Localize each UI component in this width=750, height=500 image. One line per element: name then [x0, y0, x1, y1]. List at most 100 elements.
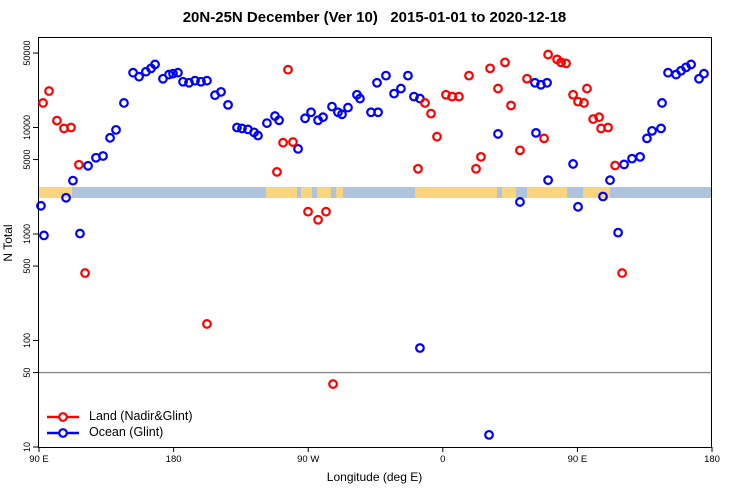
data-point-ocean	[105, 132, 115, 143]
data-point-land	[610, 160, 621, 171]
x-tick-label: 90 W	[297, 454, 319, 465]
data-point-ocean	[39, 230, 49, 241]
data-point-land	[515, 145, 525, 156]
map-band-land	[502, 187, 517, 198]
data-point-land	[44, 86, 54, 96]
data-point-land	[278, 137, 288, 148]
data-point-land	[579, 98, 589, 108]
data-point-ocean	[484, 429, 494, 440]
map-band-land	[336, 187, 344, 198]
data-point-ocean	[253, 130, 263, 141]
data-point-land	[426, 108, 436, 119]
data-point-land	[66, 122, 76, 133]
data-point-ocean	[202, 75, 212, 86]
map-band-land	[39, 187, 73, 198]
data-point-land	[272, 166, 282, 177]
data-point-ocean	[75, 228, 85, 239]
data-point-land	[328, 379, 338, 389]
data-point-ocean	[415, 343, 425, 353]
data-point-ocean	[373, 107, 383, 118]
data-point-ocean	[396, 83, 406, 94]
y-tick-label: 100	[22, 333, 32, 348]
data-point-ocean	[635, 151, 645, 162]
data-point-ocean	[293, 143, 303, 154]
data-point-ocean	[173, 67, 183, 78]
plot-border	[38, 37, 712, 448]
ocean-marker-icon	[47, 427, 79, 438]
data-point-ocean	[134, 71, 144, 82]
legend: Land (Nadir&Glint) Ocean (Glint)	[46, 409, 193, 440]
data-point-ocean	[164, 69, 174, 80]
legend-label-land: Land (Nadir&Glint)	[89, 409, 193, 423]
y-tick-label: 10	[22, 442, 32, 452]
data-point-ocean	[613, 227, 623, 238]
data-point-ocean	[627, 153, 637, 164]
data-point-land	[288, 137, 298, 147]
data-point-ocean	[327, 101, 337, 112]
data-point-ocean	[657, 98, 667, 108]
x-tick-label: 180	[166, 454, 182, 465]
y-axis-title: N Total	[1, 224, 15, 262]
data-point-land	[476, 151, 486, 162]
data-point-land	[321, 206, 331, 217]
data-point-ocean	[337, 109, 347, 120]
data-point-ocean	[83, 160, 93, 171]
data-point-ocean	[403, 70, 413, 81]
map-band-ocean	[39, 187, 713, 198]
data-point-land	[303, 206, 313, 217]
data-point-land	[80, 268, 90, 278]
data-point-ocean	[647, 125, 657, 136]
map-band-land	[414, 187, 498, 198]
data-point-ocean	[389, 88, 399, 99]
chart-title: 20N-25N December (Ver 10) 2015-01-01 to …	[182, 9, 567, 26]
data-point-land	[420, 98, 430, 108]
map-band-land	[266, 187, 297, 198]
data-point-ocean	[694, 73, 704, 84]
data-point-land	[493, 83, 503, 94]
data-point-ocean	[61, 192, 71, 203]
data-point-ocean	[36, 200, 46, 211]
land-marker-icon	[47, 411, 79, 422]
data-point-land	[573, 96, 583, 107]
data-point-land	[471, 163, 481, 174]
data-point-land	[52, 115, 62, 126]
data-point-ocean	[343, 102, 353, 113]
y-tick-label: 500	[22, 259, 32, 274]
y-tick-label: 10000	[22, 115, 32, 140]
data-point-land	[283, 64, 293, 75]
data-point-ocean	[573, 201, 583, 212]
data-point-land	[539, 133, 549, 144]
data-point-ocean	[111, 124, 121, 135]
data-point-ocean	[318, 112, 328, 123]
x-tick-label: 180	[704, 454, 720, 465]
data-point-ocean	[232, 122, 242, 133]
map-band-land	[317, 187, 331, 198]
data-point-ocean	[531, 127, 541, 138]
map-band-land	[583, 187, 611, 198]
data-point-land	[454, 91, 464, 102]
data-point-land	[582, 83, 592, 94]
x-tick-label: 90 E	[29, 454, 49, 465]
data-point-ocean	[223, 100, 233, 110]
data-point-ocean	[119, 98, 129, 108]
x-axis-title: Longitude (deg E)	[326, 470, 423, 484]
data-point-ocean	[515, 197, 525, 207]
map-band-land	[301, 187, 312, 198]
data-point-ocean	[190, 75, 200, 86]
data-point-land	[38, 98, 48, 108]
data-point-land	[74, 159, 84, 170]
data-point-land	[413, 163, 423, 174]
data-point-land	[506, 100, 516, 111]
data-point-ocean	[68, 175, 78, 186]
data-point-land	[485, 63, 495, 74]
data-point-ocean	[656, 123, 666, 134]
data-point-ocean	[150, 59, 160, 70]
data-point-land	[522, 73, 532, 84]
data-point-ocean	[262, 118, 272, 128]
data-point-ocean	[699, 68, 709, 79]
data-point-land	[464, 70, 474, 81]
data-point-ocean	[274, 115, 284, 126]
data-point-ocean	[642, 133, 652, 144]
